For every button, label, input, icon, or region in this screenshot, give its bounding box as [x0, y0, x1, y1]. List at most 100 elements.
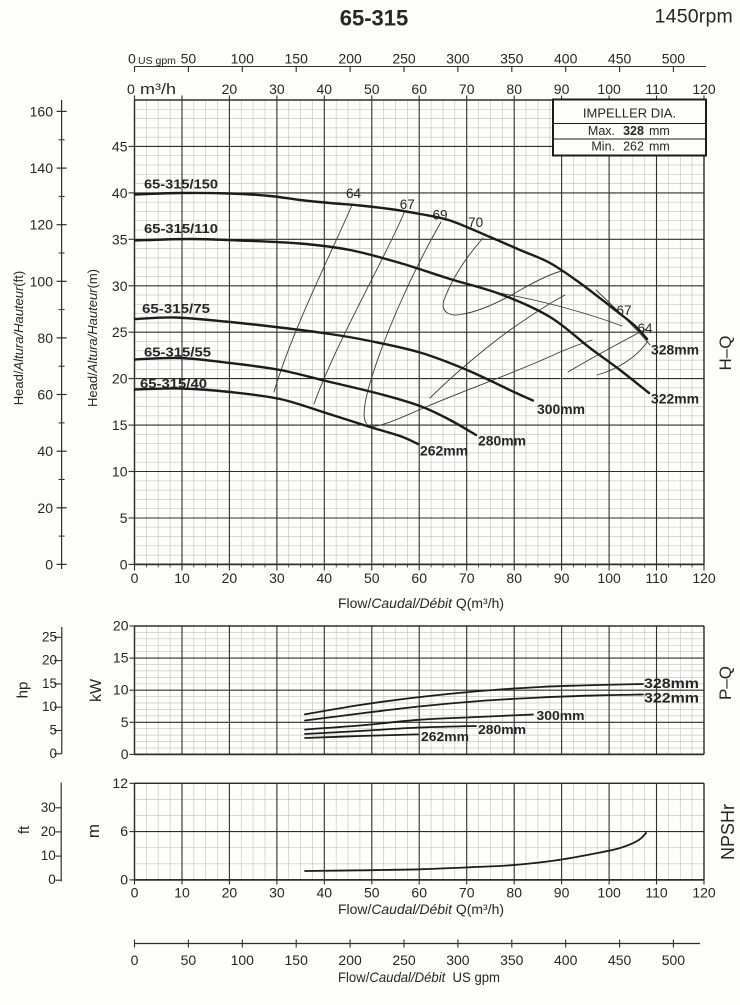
svg-text:70: 70 — [468, 215, 483, 230]
svg-text:70: 70 — [459, 81, 475, 97]
svg-text:90: 90 — [554, 885, 570, 901]
svg-text:65-315/55: 65-315/55 — [144, 346, 211, 360]
svg-text:140: 140 — [30, 160, 54, 176]
svg-text:280mm: 280mm — [478, 434, 526, 449]
svg-text:328: 328 — [623, 124, 644, 138]
svg-text:20: 20 — [41, 824, 56, 839]
svg-text:65-315/110: 65-315/110 — [144, 222, 218, 236]
svg-text:10: 10 — [113, 682, 129, 698]
svg-text:80: 80 — [37, 330, 53, 346]
svg-text:110: 110 — [645, 885, 668, 901]
svg-text:25: 25 — [42, 629, 57, 644]
svg-text:110: 110 — [645, 81, 668, 97]
svg-text:50: 50 — [364, 81, 380, 97]
svg-text:60: 60 — [37, 387, 53, 403]
svg-text:0: 0 — [131, 570, 139, 586]
svg-text:80: 80 — [506, 885, 522, 901]
svg-text:100: 100 — [597, 81, 621, 97]
svg-text:328mm: 328mm — [644, 676, 699, 691]
svg-text:100: 100 — [231, 51, 255, 67]
svg-text:20: 20 — [222, 885, 238, 901]
svg-text:450: 450 — [608, 952, 632, 968]
svg-text:160: 160 — [30, 103, 54, 119]
svg-text:70: 70 — [459, 570, 475, 586]
svg-text:60: 60 — [411, 885, 427, 901]
svg-text:10: 10 — [174, 885, 190, 901]
svg-text:12: 12 — [112, 775, 128, 791]
svg-text:262mm: 262mm — [421, 729, 469, 744]
svg-text:45: 45 — [112, 138, 128, 154]
svg-text:0: 0 — [120, 871, 128, 887]
svg-text:322mm: 322mm — [651, 392, 699, 407]
svg-text:250: 250 — [392, 952, 416, 968]
svg-text:80: 80 — [506, 81, 522, 97]
svg-text:65-315/40: 65-315/40 — [140, 377, 207, 391]
svg-text:20: 20 — [113, 618, 129, 634]
svg-text:150: 150 — [285, 51, 309, 67]
svg-text:40: 40 — [37, 443, 53, 459]
svg-text:10: 10 — [112, 464, 128, 480]
svg-text:262mm: 262mm — [420, 444, 468, 459]
svg-text:50: 50 — [181, 952, 197, 968]
svg-text:10: 10 — [42, 699, 57, 714]
svg-text:m³/h: m³/h — [140, 81, 176, 98]
svg-text:Flow/Caudal/Débit US gpm: Flow/Caudal/Débit US gpm — [338, 969, 500, 985]
svg-text:0: 0 — [131, 952, 139, 968]
svg-text:500: 500 — [662, 952, 686, 968]
svg-text:15: 15 — [113, 650, 129, 666]
svg-text:hp: hp — [15, 682, 32, 699]
svg-text:15: 15 — [112, 417, 128, 433]
svg-text:20: 20 — [222, 570, 238, 586]
svg-text:Min.: Min. — [591, 140, 615, 154]
svg-text:0: 0 — [121, 746, 129, 762]
svg-text:20: 20 — [222, 81, 238, 97]
svg-text:mm: mm — [649, 124, 670, 138]
svg-text:5: 5 — [49, 723, 57, 738]
svg-text:400: 400 — [554, 952, 578, 968]
svg-text:5: 5 — [120, 510, 128, 526]
svg-text:150: 150 — [285, 952, 309, 968]
svg-text:300: 300 — [446, 952, 470, 968]
svg-text:90: 90 — [554, 570, 570, 586]
svg-text:50: 50 — [181, 51, 197, 67]
svg-text:110: 110 — [645, 570, 668, 586]
svg-text:65-315/150: 65-315/150 — [144, 178, 218, 192]
svg-text:Max.: Max. — [588, 124, 615, 138]
svg-text:ft: ft — [16, 825, 33, 834]
svg-text:40: 40 — [317, 81, 333, 97]
svg-text:120: 120 — [692, 81, 716, 97]
svg-text:50: 50 — [364, 570, 380, 586]
svg-text:10: 10 — [41, 848, 56, 863]
svg-text:0: 0 — [131, 885, 139, 901]
svg-text:100: 100 — [30, 273, 54, 289]
svg-text:300mm: 300mm — [537, 708, 585, 723]
svg-text:0: 0 — [48, 872, 56, 887]
svg-text:65-315: 65-315 — [340, 6, 409, 31]
svg-text:120: 120 — [692, 885, 716, 901]
svg-text:US gpm: US gpm — [138, 55, 176, 67]
svg-text:20: 20 — [112, 371, 128, 387]
svg-text:0: 0 — [128, 51, 136, 67]
svg-text:Flow/Caudal/Débit Q(m³/h): Flow/Caudal/Débit Q(m³/h) — [338, 595, 504, 611]
svg-text:0: 0 — [120, 556, 128, 572]
svg-text:Head/Altura/Hauteur(ft): Head/Altura/Hauteur(ft) — [11, 271, 26, 405]
svg-text:80: 80 — [506, 570, 522, 586]
svg-text:Head/Altura/Hauteur(m): Head/Altura/Hauteur(m) — [85, 269, 100, 407]
svg-text:6: 6 — [120, 823, 128, 839]
svg-text:IMPELLER DIA.: IMPELLER DIA. — [583, 106, 676, 121]
svg-text:90: 90 — [554, 81, 570, 97]
svg-text:P–Q: P–Q — [716, 666, 735, 700]
svg-text:0: 0 — [127, 81, 135, 97]
svg-text:1450rpm: 1450rpm — [655, 6, 733, 28]
svg-text:328mm: 328mm — [651, 343, 699, 358]
svg-text:450: 450 — [608, 51, 632, 67]
svg-text:50: 50 — [364, 885, 380, 901]
svg-text:64: 64 — [637, 321, 653, 336]
svg-text:m: m — [84, 824, 103, 838]
svg-text:262: 262 — [623, 140, 644, 154]
svg-text:64: 64 — [346, 186, 362, 201]
svg-text:300: 300 — [446, 51, 470, 67]
svg-text:NPSHr: NPSHr — [718, 804, 738, 860]
svg-text:40: 40 — [112, 185, 128, 201]
svg-text:25: 25 — [112, 324, 128, 340]
